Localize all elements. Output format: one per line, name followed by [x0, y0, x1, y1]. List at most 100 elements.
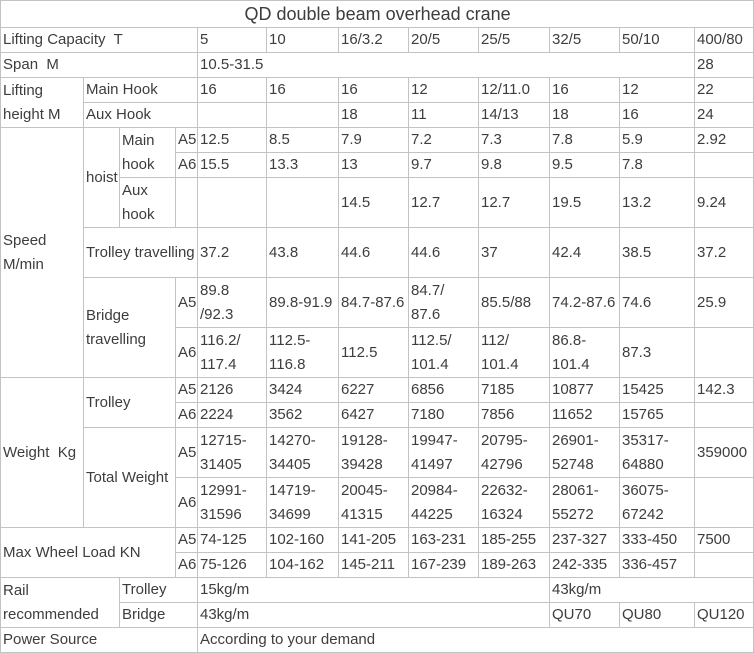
aux-hook-speed-value	[266, 177, 339, 228]
table-title: QD double beam overhead crane	[0, 0, 754, 28]
bridge-speed-value: 112.5-116.8	[266, 327, 339, 378]
main-hook-value: 12	[408, 77, 479, 103]
aux-hook-speed-value: 12.7	[408, 177, 479, 228]
table-row: A6 15.5 13.3 13 9.7 9.8 9.5 7.8	[1, 152, 754, 178]
hoist-speed-value: 7.3	[478, 127, 550, 153]
wheel-load-value: 167-239	[408, 552, 479, 578]
table-row: Bridge 43kg/m QU70 QU80 QU120	[1, 602, 754, 628]
aux-hook-value	[266, 102, 339, 128]
hoist-speed-value: 13.3	[266, 152, 339, 178]
class-a6-label: A6	[175, 327, 198, 378]
trolley-weight-label: Trolley	[83, 377, 176, 428]
hoist-label: hoist	[83, 127, 120, 228]
table-row: Span M 10.5-31.5 28	[0, 52, 754, 78]
hoist-aux-hook-label: Aux hook	[119, 177, 176, 228]
wheel-load-value: 163-231	[408, 527, 479, 553]
table-row: Aux hook 14.5 12.7 12.7 19.5 13.2 9.24	[1, 177, 754, 228]
capacity-value: 400/80	[693, 27, 754, 53]
total-weight-label: Total Weight	[83, 427, 176, 528]
hoist-speed-value	[693, 152, 754, 178]
trolley-weight-value: 2126	[197, 377, 267, 403]
hoist-speed-value: 7.9	[338, 127, 409, 153]
bridge-speed-value: 84.7-87.6	[338, 277, 409, 328]
aux-hook-value: 24	[693, 102, 754, 128]
total-weight-value: 35317-64880	[619, 427, 695, 478]
class-a5-label: A5	[175, 277, 198, 328]
class-a5-label: A5	[175, 427, 198, 478]
wheel-load-value: 145-211	[338, 552, 409, 578]
table-row: Speed M/min hoist Main hook A5 12.5 8.5 …	[0, 127, 754, 378]
trolley-weight-value: 7180	[408, 402, 479, 428]
trolley-travelling-value: 37.2	[197, 227, 267, 278]
hoist-speed-value: 9.5	[549, 152, 620, 178]
trolley-weight-value: 3562	[266, 402, 339, 428]
total-weight-value: 12991-31596	[197, 477, 267, 528]
rail-type-value: QU80	[619, 602, 695, 628]
wheel-load-value: 333-450	[619, 527, 695, 553]
class-a5-label: A5	[175, 377, 198, 403]
rail-trolley-label: Trolley	[119, 577, 198, 603]
table-row: Power Source According to your demand	[0, 627, 754, 653]
main-hook-value: 16	[197, 77, 267, 103]
main-hook-value: 12	[619, 77, 695, 103]
trolley-weight-value: 2224	[197, 402, 267, 428]
hoist-speed-value: 9.8	[478, 152, 550, 178]
aux-hook-speed-value: 13.2	[619, 177, 695, 228]
aux-hook-speed-value	[197, 177, 267, 228]
rail-bridge-value-left: 43kg/m	[197, 602, 550, 628]
hoist-speed-value: 7.2	[408, 127, 479, 153]
class-a6-label: A6	[175, 552, 198, 578]
rail-bridge-label: Bridge	[119, 602, 198, 628]
total-weight-value: 359000	[693, 427, 754, 478]
table-row: Lifting height M Main Hook 16 16 16 12 1…	[0, 77, 754, 128]
total-weight-value: 20045-41315	[338, 477, 409, 528]
trolley-weight-value: 6227	[338, 377, 409, 403]
span-row-label: Span M	[0, 52, 198, 78]
aux-hook-value: 18	[338, 102, 409, 128]
table-row: Trolley travelling 37.2 43.8 44.6 44.6 3…	[1, 227, 754, 278]
total-weight-value: 19947-41497	[408, 427, 479, 478]
wheel-load-value	[693, 552, 754, 578]
aux-hook-value: 11	[408, 102, 479, 128]
table-row: Weight Kg Trolley A5 2126 3424 6227 6856…	[0, 377, 754, 528]
trolley-weight-value: 3424	[266, 377, 339, 403]
table-row: Rail recommended Trolley 15kg/m 43kg/m	[0, 577, 754, 628]
trolley-weight-value: 11652	[549, 402, 620, 428]
wheel-load-value: 242-335	[549, 552, 620, 578]
capacity-value: 10	[266, 27, 339, 53]
trolley-weight-value	[693, 402, 754, 428]
capacity-value: 5	[197, 27, 267, 53]
wheel-load-value: 7500	[693, 527, 754, 553]
trolley-weight-value: 15425	[619, 377, 695, 403]
wheel-load-value: 336-457	[619, 552, 695, 578]
bridge-speed-value: 116.2/ 117.4	[197, 327, 267, 378]
trolley-weight-value: 10877	[549, 377, 620, 403]
bridge-travelling-label: Bridge travelling	[83, 277, 176, 378]
rail-type-value: QU70	[549, 602, 620, 628]
trolley-travelling-value: 44.6	[338, 227, 409, 278]
main-hook-value: 16	[266, 77, 339, 103]
main-hook-value: 16	[338, 77, 409, 103]
wheel-load-value: 74-125	[197, 527, 267, 553]
capacity-row-label: Lifting Capacity T	[0, 27, 198, 53]
wheel-load-value: 104-162	[266, 552, 339, 578]
hoist-speed-value: 13	[338, 152, 409, 178]
wheel-load-value: 75-126	[197, 552, 267, 578]
main-hook-value: 22	[693, 77, 754, 103]
bridge-speed-value	[693, 327, 754, 378]
bridge-speed-value: 86.8-101.4	[549, 327, 620, 378]
class-a5-label: A5	[175, 127, 198, 153]
total-weight-value: 14270-34405	[266, 427, 339, 478]
aux-hook-value: 18	[549, 102, 620, 128]
trolley-weight-value: 7185	[478, 377, 550, 403]
total-weight-value: 22632-16324	[478, 477, 550, 528]
hoist-speed-value: 9.7	[408, 152, 479, 178]
total-weight-value: 36075-67242	[619, 477, 695, 528]
table-row: Max Wheel Load KN A5 74-125 102-160 141-…	[0, 527, 754, 578]
bridge-speed-value: 74.2-87.6	[549, 277, 620, 328]
capacity-value: 25/5	[478, 27, 550, 53]
wheel-load-value: 189-263	[478, 552, 550, 578]
bridge-speed-value: 25.9	[693, 277, 754, 328]
span-value-main: 10.5-31.5	[197, 52, 695, 78]
trolley-travelling-label: Trolley travelling	[83, 227, 198, 278]
